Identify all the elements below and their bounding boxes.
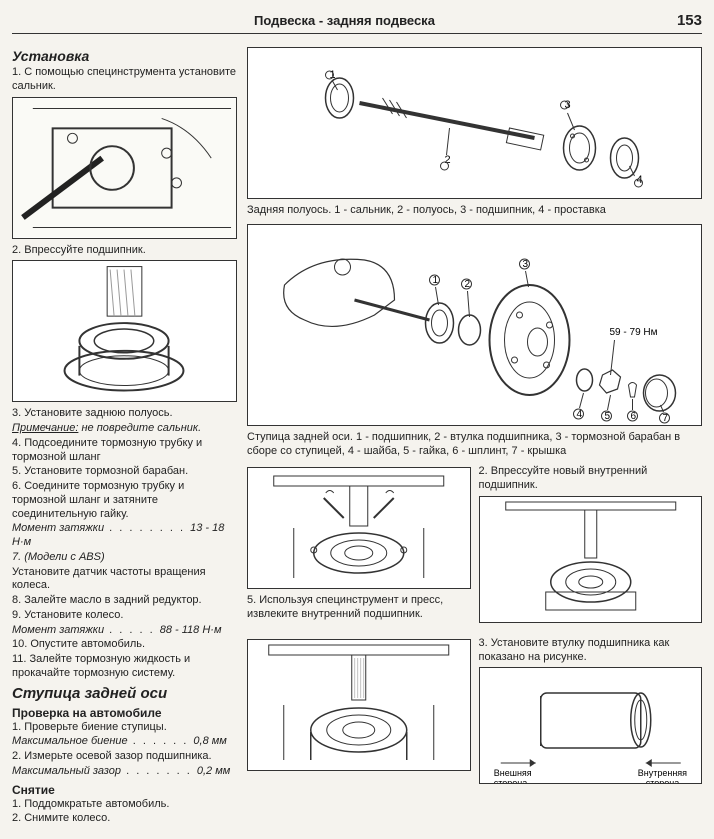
figure-seal-install: [12, 97, 237, 239]
page-number: 153: [677, 12, 702, 29]
step-7a: 7. (Модели с ABS): [12, 551, 237, 565]
step-3: 3. Установите заднюю полуось.: [12, 407, 237, 421]
heading-hub: Ступица задней оси: [12, 685, 237, 702]
step-6: 6. Соедините тормозную трубку и тормозно…: [12, 480, 237, 521]
step-4: 4. Подсоедините тормозную трубку и тормо…: [12, 437, 237, 465]
note-label: Примечание:: [12, 422, 78, 434]
remove-2: 2. Снимите колесо.: [12, 812, 237, 826]
figure-bearing-press: [12, 260, 237, 402]
figure-press-2: [479, 496, 703, 623]
check-1a: Максимальное биение . . . . . . 0,8 мм: [12, 735, 237, 749]
figure-press-3: [247, 639, 471, 771]
label-outer: Внешняясторона: [493, 768, 531, 783]
step-8: 8. Залейте масло в задний редуктор.: [12, 594, 237, 608]
step-5: 5. Установите тормозной барабан.: [12, 465, 237, 479]
heading-check: Проверка на автомобиле: [12, 706, 237, 720]
step-7b: Установите датчик частоты вращения колес…: [12, 566, 237, 594]
cell-fig-press3: [247, 636, 471, 790]
step-11: 11. Залейте тормозную жидкость и прокача…: [12, 653, 237, 681]
right-column: 1 2 3 4 Задняя полуось. 1 - сальник, 2 -…: [247, 44, 702, 827]
heading-install: Установка: [12, 48, 237, 64]
header-title: Подвеска - задняя подвеска: [254, 13, 435, 28]
check-2: 2. Измерьте осевой зазор подшипника.: [12, 750, 237, 764]
cell-text-rs3: 3. Установите втулку подшипника как пока…: [479, 636, 703, 790]
figure-axle-caption: Задняя полуось. 1 - сальник, 2 - полуось…: [247, 204, 702, 218]
figure-bushing-orient: Внешняясторона Внутренняясторона: [479, 667, 703, 784]
step-1: 1. С помощью специнструмента установите …: [12, 66, 237, 94]
cell-text-rs2: 2. Впрессуйте новый внутренний подшипник…: [479, 464, 703, 628]
left-column: Установка 1. С помощью специнструмента у…: [12, 44, 237, 827]
figure-hub-caption: Ступица задней оси. 1 - подшипник, 2 - в…: [247, 431, 702, 459]
note-text: не повредите сальник.: [78, 422, 201, 434]
check-1: 1. Проверьте биение ступицы.: [12, 721, 237, 735]
check-2a: Максимальный зазор . . . . . . . 0,2 мм: [12, 765, 237, 779]
cell-fig-press1: 5. Используя специнструмент и пресс, изв…: [247, 464, 471, 628]
step-2: 2. Впрессуйте подшипник.: [12, 244, 237, 258]
figure-axle-exploded: 1 2 3 4: [247, 47, 702, 199]
remove-1: 1. Поддомкратьте автомобиль.: [12, 798, 237, 812]
note: Примечание: не повредите сальник.: [12, 422, 237, 436]
figure-press-1-caption: 5. Используя специнструмент и пресс, изв…: [247, 594, 471, 622]
torque-2: Момент затяжки . . . . . 88 - 118 Н·м: [12, 624, 237, 638]
step-9: 9. Установите колесо.: [12, 609, 237, 623]
figure-hub-exploded: 59 - 79 Нм 1 2 3 4 5 6 7: [247, 224, 702, 426]
right-step-3: 3. Установите втулку подшипника как пока…: [479, 637, 703, 665]
step-10: 10. Опустите автомобиль.: [12, 638, 237, 652]
figure-press-1: [247, 467, 471, 589]
right-step-2: 2. Впрессуйте новый внутренний подшипник…: [479, 465, 703, 493]
heading-remove: Снятие: [12, 783, 237, 797]
torque-1: Момент затяжки . . . . . . . . 13 - 18 Н…: [12, 522, 237, 550]
page-header: Подвеска - задняя подвеска 153: [12, 12, 702, 34]
svg-text:59 - 79 Нм: 59 - 79 Нм: [610, 327, 658, 338]
